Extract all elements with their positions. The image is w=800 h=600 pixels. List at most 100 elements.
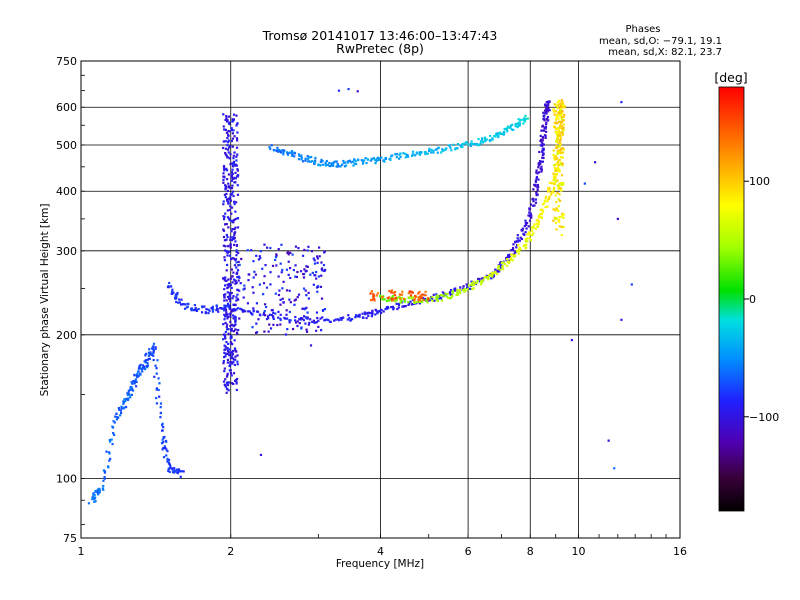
data-point: [512, 128, 515, 132]
data-point: [277, 310, 280, 313]
data-point: [355, 162, 358, 166]
data-point: [238, 263, 241, 266]
data-point: [278, 289, 281, 292]
data-point: [347, 314, 350, 317]
data-point: [229, 320, 232, 323]
data-point: [275, 149, 278, 152]
data-point: [560, 100, 564, 103]
data-point: [233, 303, 236, 306]
data-point: [470, 280, 473, 283]
data-point: [165, 448, 168, 451]
data-point: [523, 119, 526, 122]
data-point: [257, 318, 260, 321]
data-point: [561, 147, 565, 150]
data-point: [224, 385, 227, 388]
data-point: [230, 258, 233, 261]
data-point: [315, 321, 318, 324]
data-point: [524, 221, 527, 224]
data-point: [178, 298, 181, 301]
data-point: [279, 317, 282, 320]
data-point: [286, 317, 289, 320]
data-point: [510, 249, 513, 252]
data-point: [559, 136, 562, 139]
data-point: [233, 234, 236, 237]
data-point: [120, 405, 123, 408]
data-point: [230, 310, 233, 313]
data-point: [463, 290, 466, 293]
data-point: [555, 113, 559, 116]
data-point: [230, 176, 234, 179]
data-point: [250, 249, 253, 252]
data-point: [558, 151, 561, 154]
data-point: [317, 164, 320, 167]
data-point: [223, 318, 226, 321]
data-point: [523, 224, 526, 228]
data-point: [399, 297, 402, 300]
data-point: [109, 457, 112, 460]
data-point: [379, 311, 383, 315]
data-point: [328, 161, 331, 165]
data-point: [235, 254, 238, 257]
data-point: [231, 118, 234, 121]
data-point: [456, 143, 460, 146]
data-point: [544, 197, 547, 200]
data-point: [225, 279, 228, 283]
data-point: [236, 131, 239, 134]
x-tick-label: 6: [465, 545, 472, 558]
data-point: [224, 196, 227, 199]
data-point: [223, 304, 226, 307]
data-point: [535, 222, 538, 225]
data-point: [225, 131, 228, 134]
data-point: [223, 193, 226, 196]
data-point: [141, 370, 144, 373]
data-point: [560, 183, 563, 187]
data-point: [231, 382, 234, 385]
data-point: [303, 268, 306, 271]
data-point: [223, 239, 227, 242]
data-point: [526, 237, 529, 240]
data-point: [542, 153, 545, 156]
data-point: [500, 261, 503, 264]
data-point: [234, 231, 237, 234]
data-point: [292, 268, 296, 272]
data-point: [417, 298, 420, 301]
data-point: [393, 294, 397, 297]
data-point: [113, 433, 116, 436]
data-point: [558, 114, 561, 117]
data-point: [288, 310, 291, 314]
data-point: [152, 358, 155, 362]
data-point: [238, 289, 241, 292]
data-point: [236, 169, 239, 172]
data-point: [235, 261, 238, 264]
data-point: [555, 104, 558, 107]
data-point: [545, 106, 548, 109]
data-point: [554, 121, 557, 124]
data-point: [347, 87, 350, 91]
data-point: [541, 142, 544, 145]
data-point: [497, 135, 500, 139]
data-point: [516, 234, 519, 237]
data-point: [495, 132, 498, 136]
data-point: [288, 151, 291, 154]
data-point: [414, 154, 417, 157]
data-point: [392, 291, 395, 295]
data-point: [547, 119, 550, 122]
data-point: [350, 161, 353, 164]
data-point: [231, 132, 235, 135]
data-point: [228, 307, 231, 310]
data-point: [415, 302, 418, 305]
data-point: [558, 126, 562, 129]
data-point: [546, 104, 550, 107]
data-point: [232, 157, 235, 160]
data-point: [271, 315, 275, 318]
data-point: [251, 313, 254, 316]
data-point: [431, 297, 434, 300]
data-point: [558, 144, 562, 147]
data-point: [524, 223, 528, 227]
data-point: [445, 295, 449, 298]
data-point: [224, 315, 227, 318]
data-point: [385, 299, 388, 303]
data-point: [303, 248, 306, 252]
data-point: [553, 166, 557, 170]
data-point: [300, 158, 303, 161]
